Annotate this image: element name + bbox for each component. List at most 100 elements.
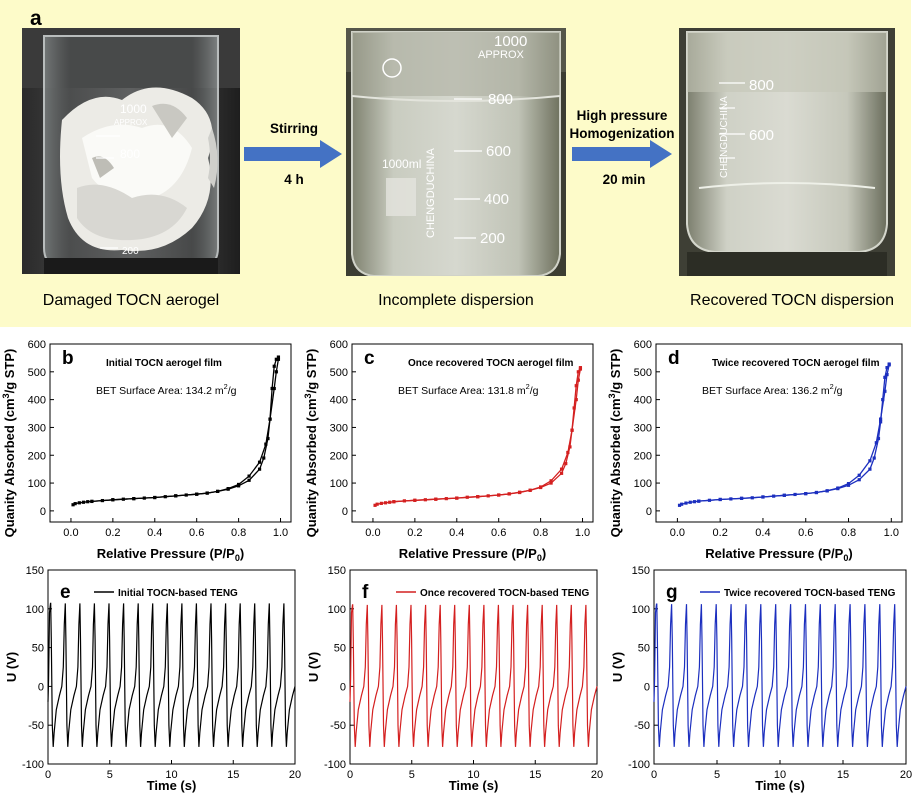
y-tick-label: 500 (330, 367, 348, 379)
y-tick-label: 100 (328, 604, 346, 616)
x-tick-label: 5 (409, 769, 415, 781)
beaker-mark-approx: APPROX (478, 49, 525, 61)
x-tick-label: 20 (591, 769, 603, 781)
y-tick-label: 100 (28, 478, 46, 490)
x-tick-label: 20 (900, 769, 912, 781)
beaker-brand: CHENGDUCHINA (425, 148, 437, 239)
data-point (564, 461, 568, 466)
data-point (846, 483, 851, 487)
x-tick-label: 0.0 (63, 527, 78, 539)
y-tick-label: 600 (28, 339, 46, 351)
data-point (268, 417, 272, 421)
legend-label: Once recovered TOCN-based TENG (420, 588, 590, 599)
data-point (677, 503, 682, 507)
x-axis-label: Relative Pressure (P/P0​) (705, 546, 852, 563)
data-point (264, 442, 268, 446)
beaker-mark-1000ml: 1000ml (382, 157, 421, 171)
y-tick-label: 100 (26, 604, 44, 616)
step-2-label-line2: Homogenization (569, 126, 675, 141)
x-tick-label: 15 (529, 769, 541, 781)
y-tick-label: 600 (634, 339, 652, 351)
panel-letter-d: d (668, 348, 680, 369)
y-tick-label: 150 (328, 565, 346, 577)
data-point (71, 503, 75, 507)
chart-svg-g: 0 5 10 15 20 -100 -50 0 50 100 150 g Twice recovered… (610, 565, 912, 793)
data-point (153, 495, 157, 500)
data-point (226, 487, 230, 491)
data-point (680, 502, 684, 506)
data-point (578, 366, 583, 370)
chart-f-teng-voltage: 0 5 10 15 20 -100 -50 0 50 100 150 f Once recovered … (302, 562, 607, 800)
x-tick-label: 0 (45, 769, 51, 781)
y-axis-label: U (V) (306, 652, 321, 682)
y-tick-label: 500 (28, 367, 46, 379)
panel-a-process-photos: a 1000 APPROX (0, 0, 911, 327)
data-point (90, 499, 94, 504)
chart-title: Twice recovered TOCN aerogel film (712, 358, 880, 369)
data-point (804, 492, 808, 496)
data-point (568, 445, 572, 449)
data-point (872, 456, 876, 460)
data-point (718, 497, 722, 502)
beaker-mark-200: 200 (480, 230, 505, 247)
chart-title: Initial TOCN aerogel film (106, 358, 222, 369)
chart-svg-d: 0.0 0.2 0.4 0.6 0.8 1.0 0 100 200 300 400 500 600 d Tw… (607, 339, 903, 563)
data-point (697, 499, 701, 503)
data-point (373, 503, 377, 507)
legend-label: Initial TOCN-based TENG (118, 588, 238, 599)
x-tick-label: 0.2 (713, 527, 728, 539)
x-tick-label: 1.0 (273, 527, 288, 539)
x-tick-label: 1.0 (884, 527, 899, 539)
data-point (237, 484, 241, 488)
data-point (216, 489, 220, 494)
data-point (572, 406, 576, 410)
plot-frame (655, 343, 903, 523)
chart-svg-e: 0 5 10 15 20 -100 -50 0 50 100 150 e Initial TOCN-ba… (4, 565, 301, 793)
step-2-label-line1: High pressure (576, 108, 668, 123)
caption-damaged-aerogel: Damaged TOCN aerogel (42, 292, 220, 309)
data-point (559, 471, 564, 475)
y-tick-label: -100 (628, 759, 650, 771)
data-point (507, 492, 511, 496)
x-tick-label: 0.6 (491, 527, 506, 539)
y-tick-label: 400 (28, 395, 46, 407)
data-point (247, 474, 251, 478)
photo-incomplete-dispersion: 1000 APPROX 800 600 400 200 1000ml CHENG… (346, 28, 566, 276)
data-point (739, 496, 744, 500)
chart-svg-b: 0.0 0.2 0.4 0.6 0.8 1.0 0 100 200 300 400 500 600 b In… (1, 339, 292, 563)
data-point (566, 450, 570, 455)
y-tick-label: 500 (634, 367, 652, 379)
data-point (195, 492, 199, 496)
data-point (272, 364, 276, 368)
chart-g-teng-voltage: 0 5 10 15 20 -100 -50 0 50 100 150 g Twice recovered… (606, 562, 916, 800)
caption-recovered-dispersion: Recovered TOCN dispersion (690, 292, 894, 309)
x-tick-label: 0.8 (533, 527, 548, 539)
x-tick-label: 15 (227, 769, 239, 781)
y-tick-label: 100 (634, 478, 652, 490)
y-axis-label: U (V) (610, 652, 625, 682)
y-tick-label: 0 (340, 681, 346, 693)
chart-d-bet-isotherm: 0.0 0.2 0.4 0.6 0.8 1.0 0 100 200 300 400 500 600 d Tw… (606, 330, 916, 563)
beaker-mark-200: 200 (122, 246, 139, 257)
data-point (392, 500, 396, 504)
arrow-homogenization (572, 140, 672, 168)
y-tick-label: -50 (330, 720, 346, 732)
beaker-mark-800: 800 (120, 147, 140, 161)
chart-b-bet-isotherm: 0.0 0.2 0.4 0.6 0.8 1.0 0 100 200 300 400 500 600 b In… (0, 330, 305, 563)
chart-svg-f: 0 5 10 15 20 -100 -50 0 50 100 150 f Once recovered … (306, 565, 603, 793)
step-1-label: Stirring (269, 121, 318, 136)
data-point (274, 357, 278, 361)
x-tick-label: 20 (289, 769, 301, 781)
voltage-trace (349, 604, 598, 747)
data-point (846, 482, 851, 486)
x-tick-label: 0.4 (449, 527, 464, 539)
data-point (885, 372, 889, 377)
data-point (836, 487, 840, 491)
y-tick-label: 100 (632, 604, 650, 616)
x-axis-label: Time (s) (147, 778, 197, 793)
data-point (883, 389, 887, 393)
data-point (497, 493, 501, 497)
x-tick-label: 5 (107, 769, 113, 781)
data-point (692, 500, 697, 504)
y-axis-label: Quanity Absorbed (cm3​/g STP) (1, 349, 17, 538)
